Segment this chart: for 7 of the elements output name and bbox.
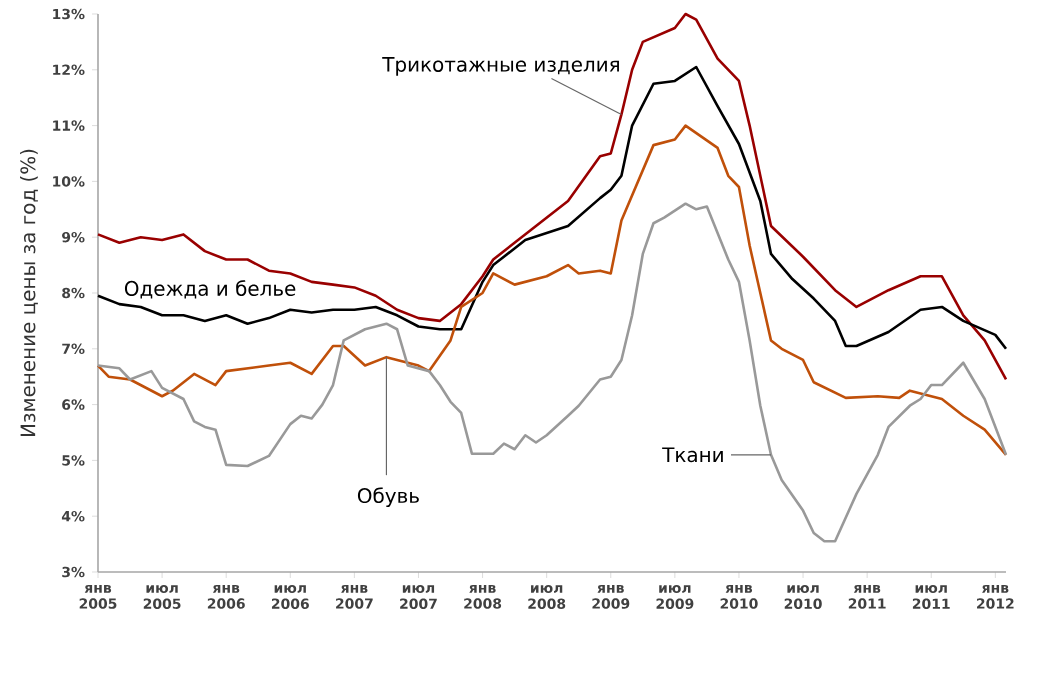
series-label: Трикотажные изделия <box>382 57 619 76</box>
line-series <box>96 202 1008 543</box>
y-axis-title: Изменение цены за год (%) <box>20 149 38 436</box>
line-series <box>96 12 1008 381</box>
text: Обувь <box>357 487 419 507</box>
text: Ткани <box>662 447 723 463</box>
series-label: Одежда и белье <box>124 280 296 299</box>
